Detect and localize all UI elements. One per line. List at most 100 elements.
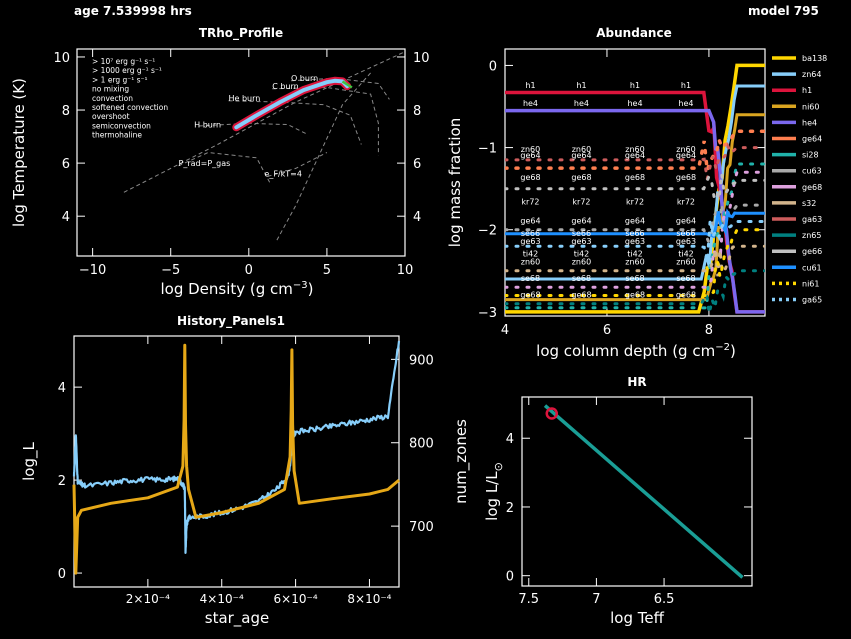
abundance-inline-label: ge64: [625, 217, 645, 226]
trho-legend-entry: > 10⁷ erg g⁻¹ s⁻¹: [92, 57, 155, 66]
abundance-legend-label: zn65: [802, 231, 821, 240]
abundance-inline-label: ge64: [520, 151, 540, 160]
abundance-inline-label: zn60: [521, 145, 540, 154]
history-xtick-label: 2×10⁻⁴: [126, 592, 170, 606]
trho-xtick-label: −5: [161, 263, 180, 278]
history-ylabel-right: num_zones: [452, 419, 471, 504]
history-xtick-label: 6×10⁻⁴: [274, 592, 318, 606]
abundance-inline-label: zn60: [572, 258, 591, 267]
abundance-ylabel: log mass fraction: [446, 118, 464, 247]
model-readout: model 795: [748, 4, 819, 18]
hr-track: [543, 404, 744, 579]
abundance-xlabel: log column depth (g cm−2): [536, 342, 736, 360]
hr-xtick-label: 7: [592, 592, 600, 607]
abundance-xtick-label: 6: [603, 323, 611, 338]
trho-guide-curve: [178, 151, 272, 185]
abundance-ytick-label: −3: [478, 306, 497, 321]
trho-guide-curve: [276, 72, 371, 241]
history-ytick-right-label: 700: [409, 520, 434, 535]
abundance-inline-label: ge63: [676, 237, 696, 246]
age-readout: age 7.539998 hrs: [74, 4, 192, 18]
abundance-legend-label: cu63: [802, 167, 822, 176]
abundance-inline-label: ge68: [520, 291, 540, 300]
abundance-inline-label: se68: [676, 274, 695, 283]
abundance-series-ge66: [505, 173, 765, 202]
abundance-xtick-label: 4: [501, 323, 509, 338]
history-ytick-right-label: 800: [409, 437, 434, 452]
hr-ytick-label: 0: [506, 570, 514, 585]
abundance-inline-label: h1: [681, 81, 691, 90]
trho-ytick-label-right: 4: [413, 210, 421, 225]
abundance-inline-label: ge68: [520, 173, 540, 182]
trho-title: TRho_Profile: [199, 26, 283, 41]
trho-annotation: H burn: [194, 120, 221, 129]
abundance-inline-label: ge68: [676, 173, 696, 182]
abundance-legend-label: h1: [802, 86, 812, 95]
abundance-series-ge68: [505, 170, 765, 289]
abundance-inline-label: he4: [523, 99, 538, 108]
trho-annotation: e_F/kT=4: [264, 169, 302, 178]
hr-ylabel: log L/L⊙: [483, 462, 505, 521]
trho-legend-entry: > 1000 erg g⁻¹ s⁻¹: [92, 66, 162, 75]
abundance-inline-label: zn60: [676, 258, 695, 267]
hr-frame: [521, 396, 753, 587]
abundance-xtick-label: 8: [705, 323, 713, 338]
trho-legend-entry: no mixing: [92, 85, 129, 94]
hr-title: HR: [627, 375, 646, 389]
abundance-series-ga65: [505, 219, 765, 263]
trho-ytick-label-right: 10: [413, 51, 430, 66]
history-xtick-label: 4×10⁻⁴: [200, 592, 244, 606]
abundance-inline-label: se68: [625, 274, 644, 283]
abundance-inline-label: ge63: [520, 237, 540, 246]
abundance-inline-label: zn60: [521, 258, 540, 267]
abundance-inline-label: h1: [576, 81, 586, 90]
hr-xtick-label: 7.5: [518, 592, 539, 607]
abundance-inline-label: ge64: [571, 151, 591, 160]
trho-annotation: O burn: [291, 74, 318, 83]
abundance-inline-label: he4: [627, 99, 642, 108]
abundance-inline-label: he4: [678, 99, 693, 108]
abundance-inline-label: ge68: [625, 291, 645, 300]
abundance-frame: [504, 48, 766, 317]
abundance-inline-label: se68: [521, 274, 540, 283]
history-ytick-right-label: 900: [409, 353, 434, 368]
hr-ytick-label: 4: [506, 432, 514, 447]
hr-xlabel: log Teff: [610, 609, 664, 627]
trho-guide-curve: [267, 152, 328, 177]
abundance-inline-label: ti42: [627, 249, 643, 258]
hr-ytick-label: 2: [506, 501, 514, 516]
abundance-inline-label: ge63: [625, 237, 645, 246]
abundance-inline-label: se68: [572, 274, 591, 283]
abundance-inline-label: ti42: [574, 249, 590, 258]
abundance-inline-label: ge68: [571, 291, 591, 300]
history-xlabel: star_age: [205, 609, 270, 628]
trho-xlabel: log Density (g cm−3): [160, 280, 313, 298]
trho-xtick-label: 5: [323, 263, 331, 278]
abundance-inline-label: ge64: [625, 151, 645, 160]
trho-frame: [76, 48, 406, 257]
abundance-inline-label: ti42: [523, 249, 539, 258]
trho-annotation: P_rad=P_gas: [179, 159, 231, 168]
abundance-legend-label: ge64: [802, 135, 822, 144]
abundance-inline-label: ge68: [571, 173, 591, 182]
abundance-inline-label: ge64: [520, 217, 540, 226]
trho-surface: [341, 80, 353, 89]
trho-xtick-label: 0: [245, 263, 253, 278]
abundance-inline-label: kr72: [572, 198, 590, 207]
trho-xtick-label: 10: [397, 263, 414, 278]
abundance-inline-label: ti42: [678, 249, 694, 258]
trho-legend-entry: > 1 erg g⁻¹ s⁻¹: [92, 75, 148, 84]
abundance-legend-label: ga65: [802, 296, 822, 305]
trho-ytick-label: 8: [62, 104, 70, 119]
abundance-inline-label: ge68: [625, 173, 645, 182]
abundance-legend-label: cu61: [802, 263, 822, 272]
trho-ytick-label: 6: [62, 157, 70, 172]
trho-legend-entry: softened convection: [92, 103, 168, 112]
abundance-inline-label: se66: [521, 229, 540, 238]
trho-guide-curve: [198, 122, 307, 135]
abundance-inline-label: se66: [572, 229, 591, 238]
abundance-legend-label: s32: [802, 199, 816, 208]
history-ytick-left-label: 2: [58, 474, 66, 489]
abundance-inline-label: zn60: [676, 145, 695, 154]
